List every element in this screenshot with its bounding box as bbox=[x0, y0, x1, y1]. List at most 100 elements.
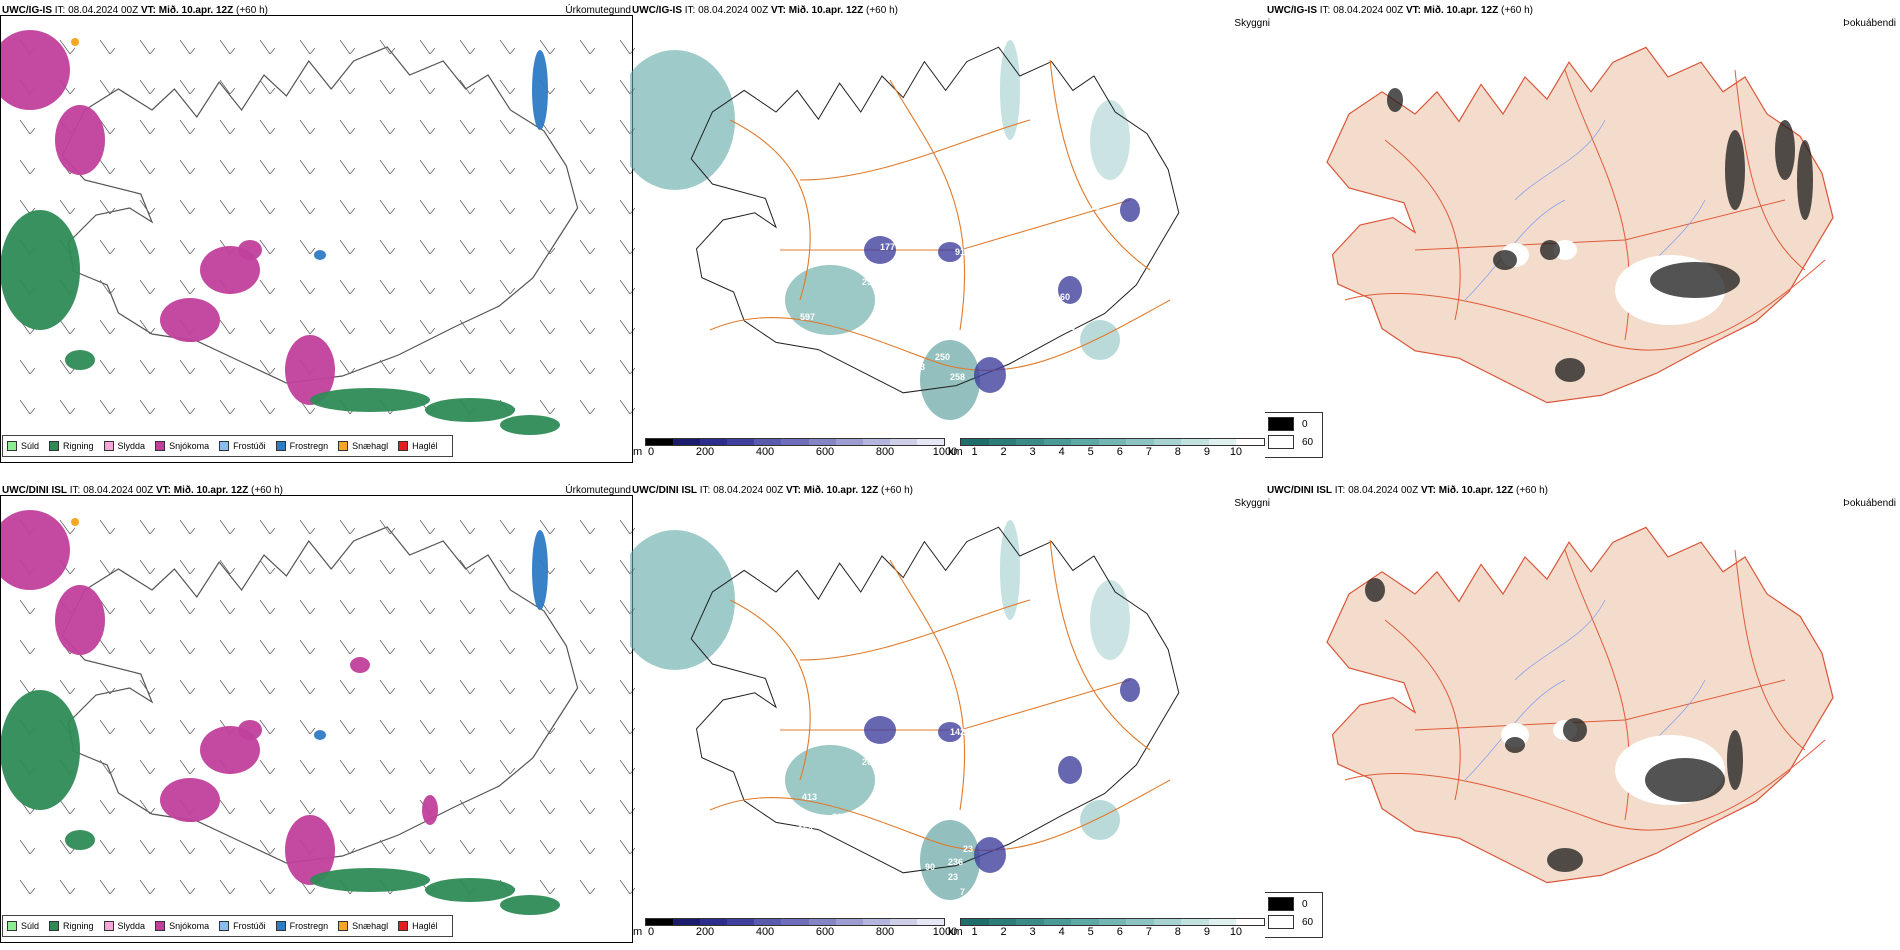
panel-title: UWC/IG-IS IT: 08.04.2024 00Z VT: Mið. 10… bbox=[1267, 5, 1533, 16]
colorbar-segment bbox=[1098, 439, 1127, 445]
colorbar-segment bbox=[862, 439, 890, 445]
fog-legend-row: 60 bbox=[1268, 915, 1318, 929]
legend-swatch bbox=[398, 921, 409, 931]
fog-legend-swatch bbox=[1268, 417, 1294, 431]
colorbar-segment bbox=[727, 439, 755, 445]
legend-item: Frostúði bbox=[219, 441, 266, 451]
fog-area bbox=[1365, 578, 1385, 602]
rain-area bbox=[65, 350, 95, 370]
legend-swatch bbox=[7, 921, 17, 931]
height-colorbar: m 0 200 400 600 800 1000 bbox=[633, 918, 957, 940]
legend-item: Rigning bbox=[49, 921, 94, 931]
cloud-base-label: 237 bbox=[895, 262, 910, 272]
cloud-base-label: 258 bbox=[950, 372, 965, 382]
snow-area bbox=[55, 105, 105, 175]
legend-item: Snjókoma bbox=[155, 921, 209, 931]
rain-area bbox=[65, 830, 95, 850]
legend-label: Snæhagl bbox=[352, 921, 389, 931]
colorbar-segment bbox=[1208, 439, 1237, 445]
low-visibility-area bbox=[1090, 580, 1130, 660]
colorbar-tick-label: 600 bbox=[815, 446, 835, 458]
precip-legend: Súld Rigning Slydda Snjókoma Frostúði Frostre… bbox=[2, 915, 453, 937]
colorbar-segment bbox=[1181, 439, 1209, 445]
snow-area bbox=[55, 585, 105, 655]
low-visibility-area bbox=[1080, 320, 1120, 360]
colorbar-segment bbox=[988, 439, 1017, 445]
fog-area bbox=[1797, 140, 1813, 220]
colorbar-tick-label: 8 bbox=[1174, 446, 1181, 458]
cloud-base-area bbox=[864, 716, 896, 744]
product-title: Þokuábendi bbox=[1843, 18, 1896, 29]
freezing-rain-area bbox=[532, 50, 548, 130]
cloud-base-label: 154 bbox=[798, 824, 813, 834]
legend-item: Frostúði bbox=[219, 921, 266, 931]
freezing-rain-area bbox=[314, 730, 326, 740]
fog-legend-swatch bbox=[1268, 435, 1294, 449]
fog-area bbox=[1727, 730, 1743, 790]
rain-area bbox=[425, 398, 515, 422]
legend-label: Súld bbox=[21, 441, 40, 451]
colorbar-tick-label: 6 bbox=[1116, 926, 1123, 938]
road-network bbox=[709, 539, 1171, 851]
colorbar-tick-label: 2 bbox=[1000, 926, 1007, 938]
fog-legend: 0 60 bbox=[1265, 412, 1323, 458]
panel-title: UWC/DINI ISL IT: 08.04.2024 00Z VT: Mið.… bbox=[2, 485, 283, 496]
visibility-colorbar: km 1 2 3 4 5 6 7 8 9 10 bbox=[948, 438, 1265, 460]
legend-label: Rigning bbox=[63, 921, 94, 931]
low-visibility-area bbox=[630, 530, 735, 670]
legend-item: Snæhagl bbox=[338, 921, 388, 931]
snow-area bbox=[238, 240, 262, 260]
legend-swatch bbox=[49, 921, 60, 931]
fog-area bbox=[1650, 262, 1740, 298]
colorbar-tick-label: 1 bbox=[971, 926, 978, 938]
iceland-outline bbox=[61, 46, 579, 384]
colorbar-tick-label: 4 bbox=[1058, 446, 1065, 458]
cloud-base-label: 23 bbox=[948, 872, 958, 882]
colorbar-segment bbox=[1126, 439, 1154, 445]
cloud-base-label: 19 bbox=[1090, 202, 1100, 212]
fog-legend-swatch bbox=[1268, 915, 1294, 929]
rain-area bbox=[0, 210, 80, 330]
row1-precip-panel: UWC/IG-IS IT: 08.04.2024 00Z VT: Mið. 10… bbox=[0, 0, 635, 470]
colorbar-tick-label: 0 bbox=[647, 926, 655, 938]
low-visibility-area bbox=[785, 745, 875, 815]
fog-legend-value: 60 bbox=[1302, 916, 1314, 928]
fog-area bbox=[1775, 120, 1795, 180]
panel-title: UWC/IG-IS IT: 08.04.2024 00Z VT: Mið. 10… bbox=[2, 5, 268, 16]
colorbar-segment bbox=[781, 439, 809, 445]
cloud-base-label: 15 bbox=[725, 707, 735, 717]
snow-area bbox=[422, 795, 438, 825]
colorbar-segment bbox=[808, 439, 836, 445]
colorbar-segment bbox=[916, 919, 945, 925]
legend-item: Haglél bbox=[398, 441, 438, 451]
snow-area bbox=[160, 298, 220, 342]
cloud-base-label: 123 bbox=[795, 337, 810, 347]
colorbar-tick-label: 9 bbox=[1203, 446, 1210, 458]
colorbar-tick-label: 1 bbox=[971, 446, 978, 458]
legend-label: Frostúði bbox=[233, 441, 266, 451]
ice-pellet-area bbox=[71, 38, 79, 46]
cloud-base-label: 403 bbox=[792, 612, 807, 622]
colorbar-segment bbox=[646, 919, 674, 925]
cloud-base-label: 23 bbox=[963, 844, 973, 854]
colorbar-segment bbox=[1236, 439, 1265, 445]
colorbar-segment bbox=[673, 919, 701, 925]
colorbar-segment bbox=[1043, 919, 1072, 925]
cloud-base-label: 230 bbox=[790, 597, 805, 607]
colorbar-segment bbox=[754, 919, 782, 925]
fog-index-map bbox=[1326, 526, 1834, 884]
legend-label: Frostúði bbox=[233, 921, 266, 931]
colorbar-segment bbox=[1126, 919, 1154, 925]
cloud-base-area bbox=[1120, 198, 1140, 222]
colorbar-tick-label: 8 bbox=[1174, 926, 1181, 938]
cloud-base-label: 597 bbox=[800, 312, 815, 322]
rain-area bbox=[500, 895, 560, 915]
row2-cloud-panel: 16 230 403 49 15 170 205 142 72 413 363 154 23 236 90 2… bbox=[630, 480, 1270, 950]
colorbar-tick-label: 7 bbox=[1145, 446, 1152, 458]
legend-item: Frostregn bbox=[275, 921, 328, 931]
colorbar-segment bbox=[1236, 919, 1265, 925]
legend-swatch bbox=[338, 921, 349, 931]
colorbar-tick-label: 400 bbox=[755, 446, 775, 458]
snow-area bbox=[238, 720, 262, 740]
colorbar-segment bbox=[673, 439, 701, 445]
